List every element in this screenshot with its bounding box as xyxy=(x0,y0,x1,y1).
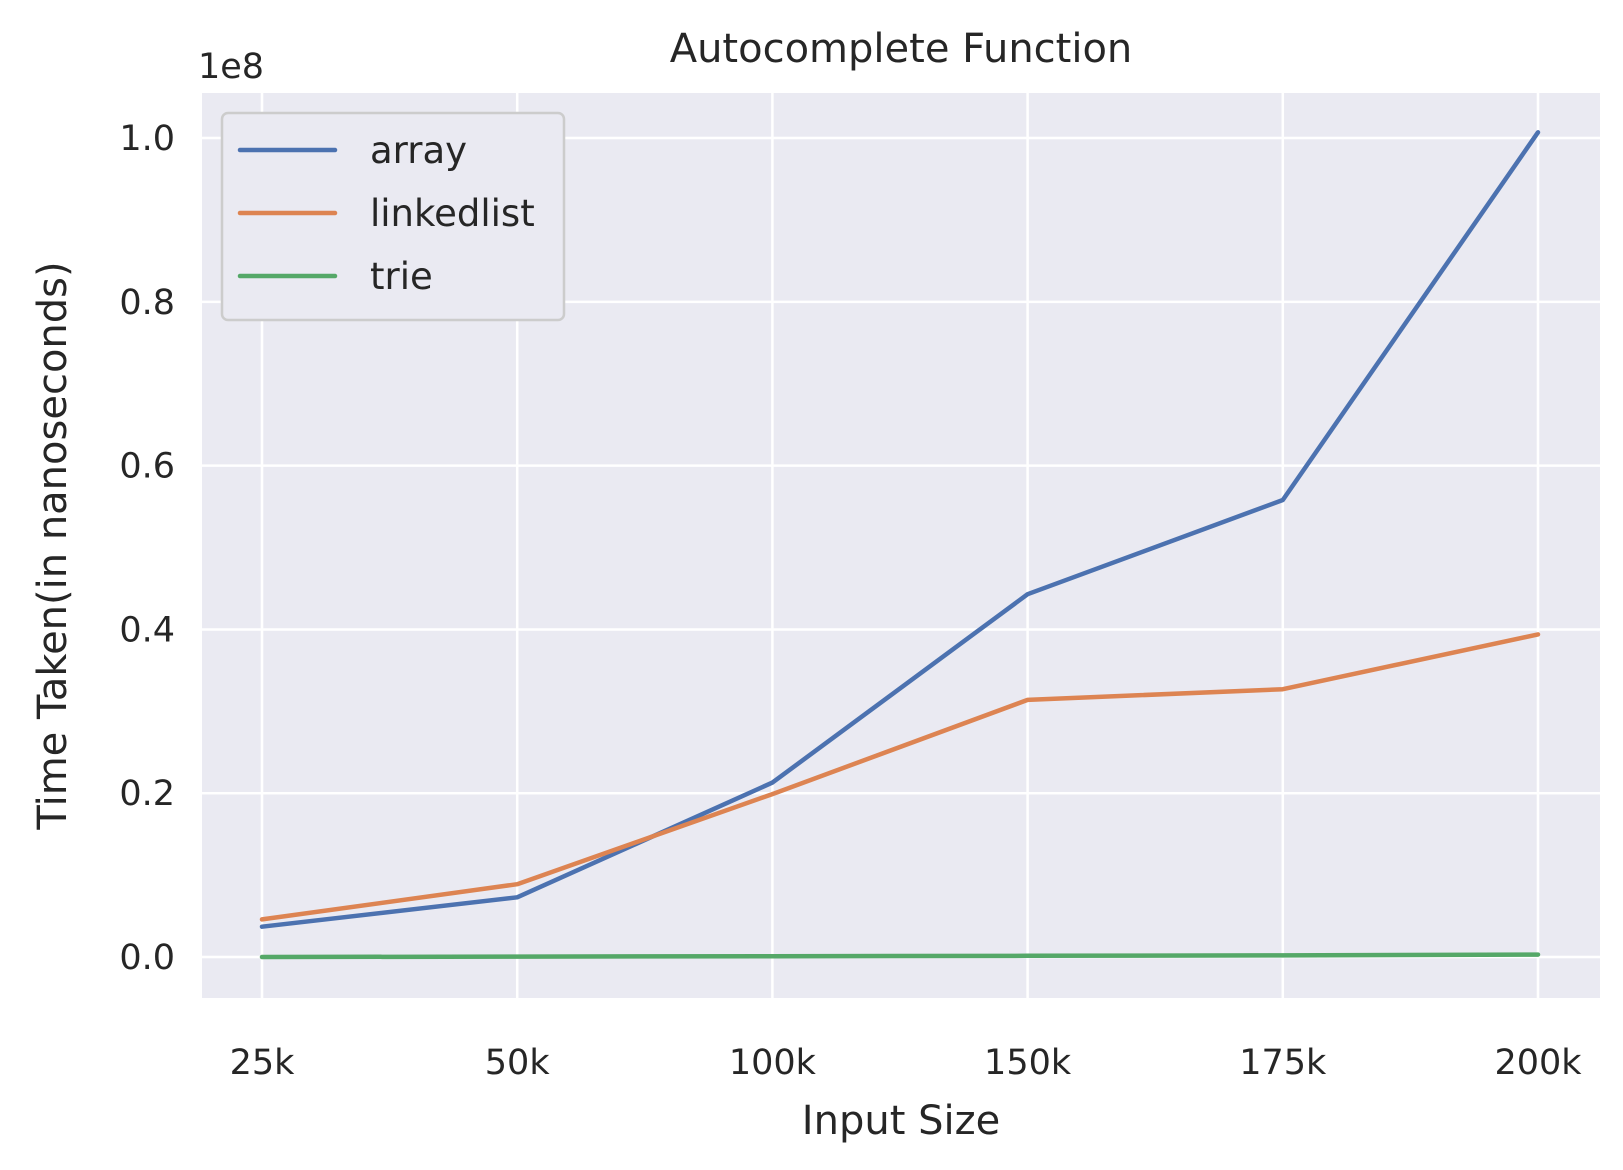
legend-frame xyxy=(220,111,566,322)
series-line-array xyxy=(259,130,1541,929)
y-tick-label: 0.6 xyxy=(119,447,175,487)
legend: array linkedlist trie xyxy=(220,111,566,322)
y-axis-offset-label: 1e8 xyxy=(198,47,264,87)
grid xyxy=(202,93,1600,998)
y-tick-label: 0.4 xyxy=(119,610,175,650)
y-axis-label: Time Taken(in nanoseconds) xyxy=(30,261,76,830)
series-layer xyxy=(259,130,1541,960)
x-tick-labels: 25k 50k 100k 150k 175k 200k xyxy=(230,1043,1583,1083)
y-tick-label: 1.0 xyxy=(119,119,175,159)
y-tick-label: 0.0 xyxy=(119,938,175,978)
x-tick-label: 50k xyxy=(485,1043,551,1083)
legend-label-trie: trie xyxy=(370,255,433,298)
y-tick-label: 0.8 xyxy=(119,283,175,323)
legend-label-array: array xyxy=(370,129,467,172)
x-tick-label: 100k xyxy=(729,1043,817,1083)
x-tick-label: 175k xyxy=(1239,1043,1327,1083)
series-line-linkedlist xyxy=(259,632,1541,922)
chart-title: Autocomplete Function xyxy=(670,26,1133,72)
x-tick-label: 150k xyxy=(984,1043,1072,1083)
x-tick-label: 200k xyxy=(1494,1043,1582,1083)
x-axis-label: Input Size xyxy=(802,1098,1000,1144)
x-tick-label: 25k xyxy=(230,1043,296,1083)
y-tick-label: 0.2 xyxy=(119,774,175,814)
y-tick-labels: 0.0 0.2 0.4 0.6 0.8 1.0 xyxy=(119,119,175,978)
series-line-trie xyxy=(259,952,1541,960)
legend-label-linkedlist: linkedlist xyxy=(370,192,535,235)
